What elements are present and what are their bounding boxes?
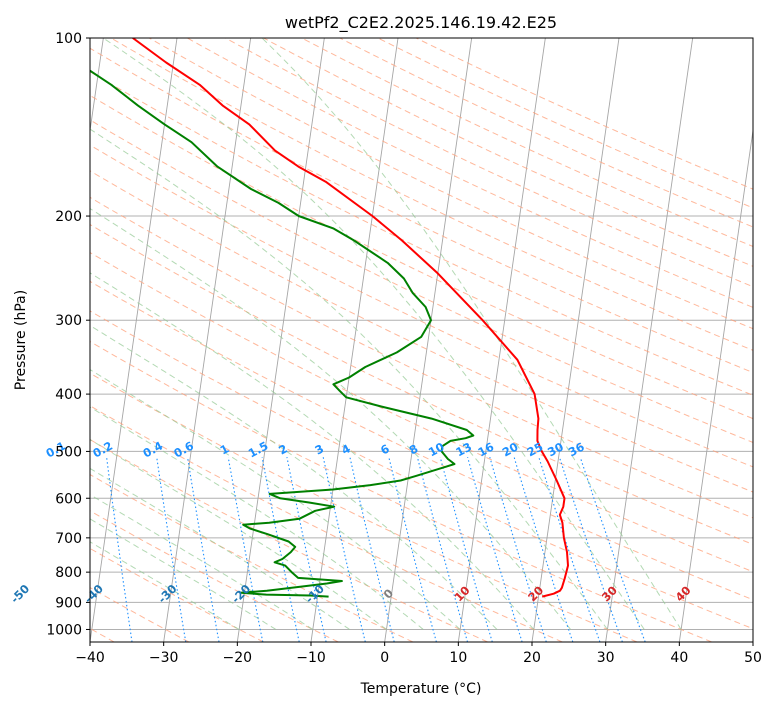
moist-adiabat-line bbox=[90, 369, 461, 630]
mixing-ratio-line bbox=[227, 457, 264, 642]
temperature-profile-line bbox=[132, 38, 569, 598]
mixing-ratio-line bbox=[186, 457, 220, 642]
plot-frame bbox=[89, 37, 754, 643]
x-tick-label: 50 bbox=[744, 650, 762, 666]
y-tick-label: 200 bbox=[55, 209, 82, 225]
mixing-ratio-line bbox=[60, 457, 82, 642]
mixing-ratio-label: 16 bbox=[476, 440, 497, 460]
mixing-ratio-label: 20 bbox=[500, 440, 521, 460]
dry-adiabat-line bbox=[90, 438, 488, 642]
dewpoint-profile-line bbox=[90, 69, 475, 598]
moist-adiabat-line bbox=[90, 128, 608, 630]
mixing-ratio-label: 10 bbox=[426, 440, 447, 460]
dry-adiabat-line bbox=[148, 38, 753, 330]
dry-adiabat-line bbox=[90, 94, 753, 420]
chart-title: wetPf2_C2E2.2025.146.19.42.E25 bbox=[285, 13, 557, 33]
isotherm-line bbox=[163, 38, 252, 642]
dry-adiabat-line bbox=[300, 38, 753, 248]
dry-adiabat-line bbox=[90, 223, 753, 545]
mixing-ratio-label: 36 bbox=[566, 440, 587, 460]
y-tick-label: 1000 bbox=[46, 622, 82, 638]
dry-adiabat-line bbox=[90, 47, 753, 374]
mixing-ratio-line bbox=[261, 456, 300, 642]
mixing-ratio-line bbox=[156, 457, 187, 642]
y-axis-label: Pressure (hPa) bbox=[13, 290, 29, 390]
dry-adiabat-line bbox=[90, 70, 753, 396]
y-tick-label: 700 bbox=[55, 531, 82, 547]
mixing-ratio-line bbox=[579, 456, 646, 642]
mixing-ratio-line bbox=[106, 457, 133, 642]
dry-adiabat-line bbox=[90, 251, 753, 573]
mixing-ratio-line bbox=[439, 456, 493, 642]
dry-adiabat-line bbox=[90, 170, 753, 493]
isotherm-line bbox=[531, 38, 620, 642]
mixing-ratio-line bbox=[467, 456, 523, 642]
x-tick-label: −10 bbox=[296, 650, 326, 666]
dry-adiabat-line bbox=[90, 405, 563, 642]
dry-adiabat-line bbox=[224, 38, 753, 288]
y-tick-label: 800 bbox=[55, 565, 82, 581]
x-tick-label: −20 bbox=[223, 650, 253, 666]
isotherm-line bbox=[752, 638, 753, 642]
x-tick-label: 30 bbox=[597, 650, 615, 666]
dry-adiabat-line bbox=[110, 38, 753, 351]
mixing-ratio-line bbox=[558, 456, 623, 642]
isotherm-line bbox=[605, 38, 694, 642]
dry-adiabat-line bbox=[90, 280, 753, 601]
isotherm-label: -50 bbox=[8, 582, 33, 607]
dry-adiabat-line bbox=[90, 310, 753, 630]
mixing-ratio-label: 25 bbox=[525, 440, 546, 460]
mixing-ratio-line bbox=[538, 456, 601, 642]
mixing-ratio-line bbox=[489, 456, 547, 642]
y-tick-label: 500 bbox=[55, 444, 82, 460]
mixing-ratio-line bbox=[513, 456, 574, 642]
moist-adiabat-line bbox=[90, 518, 277, 630]
mixing-ratio-label: 13 bbox=[453, 440, 474, 460]
x-tick-label: 10 bbox=[449, 650, 467, 666]
dry-adiabat-line bbox=[262, 38, 753, 267]
x-axis-label: Temperature (°C) bbox=[360, 681, 482, 697]
moist-adiabat-line bbox=[102, 38, 645, 630]
y-tick-label: 300 bbox=[55, 313, 82, 329]
moist-adiabat-line bbox=[90, 541, 240, 630]
isotherm-line bbox=[384, 38, 473, 642]
isotherm-line bbox=[90, 38, 178, 642]
x-tick-label: 20 bbox=[523, 650, 541, 666]
x-tick-label: −30 bbox=[149, 650, 179, 666]
mixing-ratio-line bbox=[416, 456, 469, 642]
moist-adiabat-line bbox=[90, 438, 387, 630]
x-tick-label: −40 bbox=[75, 650, 105, 666]
moist-adiabat-line bbox=[90, 272, 535, 630]
isotherm-line bbox=[457, 38, 546, 642]
moist-adiabat-line bbox=[90, 207, 571, 630]
isotherm-line bbox=[678, 127, 753, 642]
isotherm-line bbox=[236, 38, 325, 642]
moist-adiabat-line bbox=[261, 38, 682, 630]
y-tick-label: 100 bbox=[55, 31, 82, 47]
y-tick-label: 900 bbox=[55, 595, 82, 611]
dry-adiabat-line bbox=[90, 119, 753, 444]
moist-adiabat-line bbox=[90, 324, 498, 630]
dry-adiabat-line bbox=[90, 340, 712, 642]
mixing-ratio-label: 30 bbox=[545, 440, 566, 460]
dry-adiabat-line bbox=[90, 144, 753, 468]
x-tick-label: 40 bbox=[670, 650, 688, 666]
y-tick-label: 400 bbox=[55, 387, 82, 403]
y-tick-label: 600 bbox=[55, 491, 82, 507]
dry-adiabat-line bbox=[90, 196, 753, 519]
x-tick-label: 0 bbox=[380, 650, 389, 666]
dry-adiabat-line bbox=[186, 38, 753, 308]
